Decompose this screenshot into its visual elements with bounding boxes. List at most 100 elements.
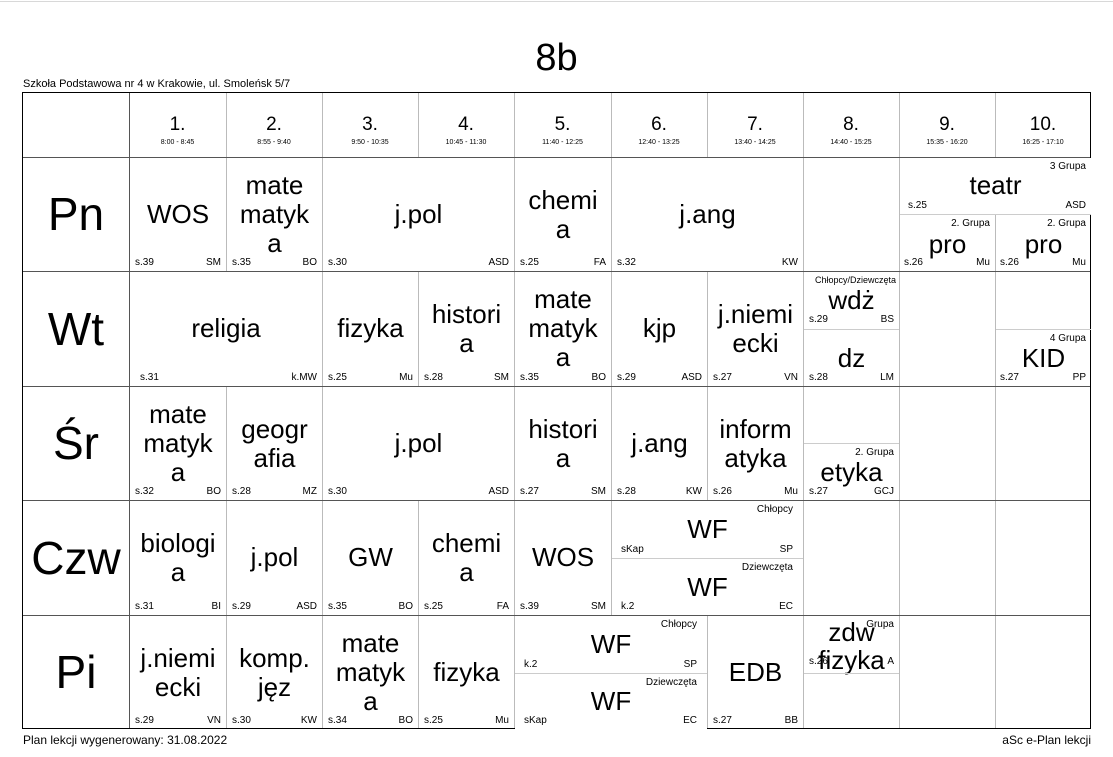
lesson-cell[interactable]: j.pol s.29 ASD [227, 501, 322, 615]
lesson-cell[interactable]: Chłopcy WF k.2 SP [515, 616, 707, 673]
period-time: 15:35 - 16:20 [926, 139, 968, 146]
lesson-cell[interactable]: histori a s.28 SM [419, 272, 514, 386]
period-header: 3. 9:50 - 10:35 [322, 93, 418, 157]
period-time: 11:40 - 12:25 [542, 139, 583, 146]
lesson-cell[interactable]: mate matyk a s.34 BO [323, 616, 418, 729]
lesson-cell[interactable]: kjp s.29 ASD [612, 272, 707, 386]
subject: j.pol [394, 199, 443, 229]
lesson-cell[interactable]: WOS s.39 SM [515, 501, 611, 615]
lesson-cell[interactable]: GW s.35 BO [323, 501, 418, 615]
subject: WF [687, 572, 728, 602]
period-header: 6. 12:40 - 13:25 [611, 93, 707, 157]
lesson-cell[interactable]: Dziewczęta WF k.2 EC [612, 559, 803, 615]
subject: komp. jęz [239, 643, 310, 702]
subject: j.pol [394, 428, 443, 458]
period-time: 10:45 - 11:30 [445, 139, 487, 146]
lesson-cell[interactable]: mate matyk a s.35 BO [515, 272, 611, 386]
subject: WF [590, 629, 632, 659]
lesson-cell[interactable]: 2. Grupa pro s.26 Mu [900, 215, 995, 271]
day-label: Czw [31, 531, 121, 584]
lesson-cell[interactable]: 3 Grupa teatr s.25 ASD [900, 158, 1091, 214]
lesson-cell[interactable]: dz s.28 LM [804, 330, 899, 386]
lesson-cell[interactable]: WOS s.39 SM [130, 158, 226, 271]
group-label: Grupa [866, 619, 894, 630]
subject: etyka [820, 457, 883, 487]
period-number: 6. [651, 114, 667, 135]
teacher: BI [211, 601, 221, 612]
teacher: EC [779, 601, 793, 612]
subject: j.ang [679, 199, 736, 229]
group-label: 2. Grupa [1047, 218, 1086, 229]
room: s.29 [232, 601, 251, 612]
teacher: KW [685, 486, 702, 497]
top-divider [0, 1, 1113, 2]
teacher: ASD [681, 372, 702, 383]
subject: chemi a [528, 185, 598, 244]
lesson-cell[interactable]: 2. Grupa pro s.26 Mu [996, 215, 1091, 271]
lesson-cell[interactable]: EDB s.27 BB [708, 616, 803, 729]
teacher: MZ [302, 486, 317, 497]
lesson-cell[interactable]: fizyka s.25 Mu [419, 616, 514, 729]
lesson-cell[interactable]: 4 Grupa KID s.27 PP [996, 330, 1091, 386]
room: s.35 [328, 601, 347, 612]
room: s.25 [328, 372, 347, 383]
period-time: 8:55 - 9:40 [257, 139, 291, 146]
lesson-cell[interactable]: biologi a s.31 BI [130, 501, 226, 615]
period-header: 8. 14:40 - 15:25 [803, 93, 899, 157]
lesson-cell[interactable]: Chłopcy WF sKap SP [612, 501, 803, 558]
group-label: Chłopcy [660, 619, 697, 630]
teacher: SM [591, 486, 606, 497]
lesson-cell[interactable]: j.pol s.30 ASD [323, 387, 514, 500]
room: s.25 [424, 601, 443, 612]
teacher: FA [496, 601, 509, 612]
lesson-cell[interactable]: mate matyk a s.35 BO [227, 158, 322, 271]
room: s.27 [809, 486, 828, 497]
group-label: 2. Grupa [951, 218, 990, 229]
lesson-cell[interactable]: chemi a s.25 FA [515, 158, 611, 271]
lesson-cell[interactable]: inform atyka s.26 Mu [708, 387, 803, 500]
subject: chemi a [431, 528, 502, 587]
lesson-cell[interactable]: Dziewczęta WF sKap EC [515, 674, 707, 729]
lesson-cell[interactable]: j.ang s.32 KW [612, 158, 803, 271]
teacher: Mu [784, 486, 798, 497]
lesson-cell[interactable]: j.pol s.30 ASD [323, 158, 514, 271]
subject: teatr [969, 170, 1022, 200]
room: s.29 [809, 314, 828, 325]
room: s.26 [904, 257, 923, 268]
grid-line [23, 386, 1090, 387]
timetable-grid: 1. 8:00 - 8:45 2. 8:55 - 9:40 3. 9:50 - 10:… [22, 92, 1091, 729]
teacher: SM [494, 372, 509, 383]
lesson-cell[interactable]: komp. jęz s.30 KW [227, 616, 322, 729]
lesson-cell[interactable]: geogr afia s.28 MZ [227, 387, 322, 500]
period-header: 1. 8:00 - 8:45 [129, 93, 226, 157]
room: s.32 [135, 486, 154, 497]
group-label: Dziewczęta [645, 677, 697, 688]
subject: religia [191, 313, 261, 343]
cell-divider [996, 329, 1091, 330]
lesson-cell[interactable]: j.niemi ecki s.27 VN [708, 272, 803, 386]
period-number: 3. [362, 114, 378, 135]
lesson-cell[interactable]: 2. Grupa etyka s.27 GCJ [804, 444, 899, 500]
subject: GW [348, 542, 393, 572]
room: s.39 [135, 257, 154, 268]
lesson-cell[interactable]: j.niemi ecki s.29 VN [130, 616, 226, 729]
lesson-cell[interactable]: fizyka s.25 Mu [323, 272, 418, 386]
lesson-cell[interactable]: j.ang s.28 KW [612, 387, 707, 500]
lesson-cell[interactable]: Chłopcy/Dziewczęta wdż s.29 BS [804, 272, 899, 329]
period-number: 5. [554, 114, 571, 135]
grid-line [23, 271, 1090, 272]
period-header: 4. 10:45 - 11:30 [418, 93, 514, 157]
period-number: 1. [169, 114, 186, 135]
teacher: BO [398, 601, 413, 612]
lesson-cell[interactable]: mate matyk a s.32 BO [130, 387, 226, 500]
period-time: 14:40 - 15:25 [830, 139, 872, 146]
subject: mate matyk a [143, 399, 213, 487]
lesson-cell[interactable]: histori a s.27 SM [515, 387, 611, 500]
lesson-cell[interactable]: Grupa zdw fizyka s.26 A [804, 616, 899, 674]
room: s.39 [520, 601, 539, 612]
lesson-cell[interactable]: religia s.31 k.MW [130, 272, 322, 386]
day-label: Wt [47, 302, 105, 355]
subject: WOS [146, 199, 210, 229]
subject: wdż [828, 285, 875, 315]
lesson-cell[interactable]: chemi a s.25 FA [419, 501, 514, 615]
